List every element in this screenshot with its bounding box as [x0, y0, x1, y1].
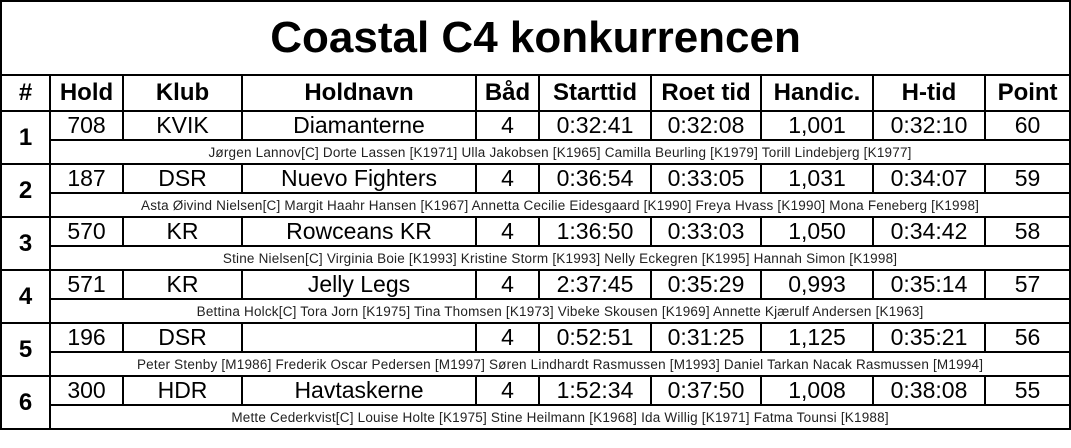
h-tid-cell: 0:35:14 [872, 269, 986, 300]
baad-cell: 4 [475, 375, 540, 406]
klub-cell: KVIK [122, 110, 243, 141]
header-row: # Hold Klub Holdnavn Båd Starttid Roet t… [0, 74, 1071, 112]
holdnavn-cell: Jelly Legs [241, 269, 477, 300]
table-row: 5 196 DSR 4 0:52:51 0:31:25 1,125 0:35:21 56 [0, 322, 1071, 377]
roet-tid-cell: 0:37:50 [650, 375, 762, 406]
crew-list: Jørgen Lannov[C] Dorte Lassen [K1971] Ul… [48, 139, 1071, 165]
point-cell: 56 [983, 322, 1071, 353]
crew-row: Jørgen Lannov[C] Dorte Lassen [K1971] Ul… [1, 139, 1071, 165]
point-cell: 60 [983, 110, 1071, 141]
roet-tid-cell: 0:33:03 [650, 216, 762, 247]
holdnavn-cell: Nuevo Fighters [241, 163, 477, 194]
handicap-cell: 1,125 [760, 322, 874, 353]
hold-cell: 708 [49, 110, 124, 141]
hold-cell: 570 [49, 216, 124, 247]
holdnavn-cell: Rowceans KR [241, 216, 477, 247]
handicap-cell: 1,008 [760, 375, 874, 406]
crew-row: Asta Øivind Nielsen[C] Margit Haahr Hans… [1, 192, 1071, 218]
holdnavn-cell [241, 322, 477, 353]
point-cell: 57 [983, 269, 1071, 300]
klub-cell: KR [122, 269, 243, 300]
header-hold: Hold [49, 74, 124, 112]
table-row: 6 300 HDR Havtaskerne 4 1:52:34 0:37:50 1,008 0:… [0, 375, 1071, 430]
roet-tid-cell: 0:35:29 [650, 269, 762, 300]
crew-list: Stine Nielsen[C] Virginia Boie [K1993] K… [48, 245, 1071, 271]
title-row: Coastal C4 konkurrencen [0, 0, 1071, 76]
point-cell: 55 [983, 375, 1071, 406]
header-roet-tid: Roet tid [650, 74, 762, 112]
page-title: Coastal C4 konkurrencen [0, 0, 1071, 76]
hold-cell: 187 [49, 163, 124, 194]
header-baad: Båd [475, 74, 540, 112]
header-holdnavn: Holdnavn [241, 74, 477, 112]
holdnavn-cell: Havtaskerne [241, 375, 477, 406]
hold-cell: 571 [49, 269, 124, 300]
starttid-cell: 1:36:50 [538, 216, 652, 247]
table-row: 2 187 DSR Nuevo Fighters 4 0:36:54 0:33:05 1,03… [0, 163, 1071, 218]
header-h-tid: H-tid [872, 74, 986, 112]
rank-cell: 2 [0, 163, 51, 218]
handicap-cell: 1,001 [760, 110, 874, 141]
baad-cell: 4 [475, 110, 540, 141]
roet-tid-cell: 0:33:05 [650, 163, 762, 194]
klub-cell: HDR [122, 375, 243, 406]
baad-cell: 4 [475, 269, 540, 300]
crew-list: Mette Cederkvist[C] Louise Holte [K1975]… [48, 404, 1071, 430]
header-rank: # [0, 74, 51, 112]
header-point: Point [983, 74, 1071, 112]
crew-row: Mette Cederkvist[C] Louise Holte [K1975]… [1, 404, 1071, 430]
h-tid-cell: 0:32:10 [872, 110, 986, 141]
handicap-cell: 0,993 [760, 269, 874, 300]
crew-list: Asta Øivind Nielsen[C] Margit Haahr Hans… [48, 192, 1071, 218]
point-cell: 58 [983, 216, 1071, 247]
results-table: Coastal C4 konkurrencen # Hold Klub Hold… [0, 0, 1071, 430]
crew-list: Peter Stenby [M1986] Frederik Oscar Pede… [48, 351, 1071, 377]
starttid-cell: 0:32:41 [538, 110, 652, 141]
header-starttid: Starttid [538, 74, 652, 112]
table-row: 3 570 KR Rowceans KR 4 1:36:50 0:33:03 1,050 0:3… [0, 216, 1071, 271]
rank-cell: 5 [0, 322, 51, 377]
roet-tid-cell: 0:32:08 [650, 110, 762, 141]
h-tid-cell: 0:38:08 [872, 375, 986, 406]
handicap-cell: 1,050 [760, 216, 874, 247]
crew-row: Peter Stenby [M1986] Frederik Oscar Pede… [1, 351, 1071, 377]
h-tid-cell: 0:35:21 [872, 322, 986, 353]
roet-tid-cell: 0:31:25 [650, 322, 762, 353]
rank-cell: 1 [0, 110, 51, 165]
header-handicap: Handic. [760, 74, 874, 112]
baad-cell: 4 [475, 216, 540, 247]
crew-row: Stine Nielsen[C] Virginia Boie [K1993] K… [1, 245, 1071, 271]
crew-row: Bettina Holck[C] Tora Jorn [K1975] Tina … [1, 298, 1071, 324]
table-row: 4 571 KR Jelly Legs 4 2:37:45 0:35:29 0,993 0:35… [0, 269, 1071, 324]
table-row: 1 708 KVIK Diamanterne 4 0:32:41 0:32:08 1,001 0… [0, 110, 1071, 165]
starttid-cell: 0:52:51 [538, 322, 652, 353]
h-tid-cell: 0:34:07 [872, 163, 986, 194]
klub-cell: DSR [122, 322, 243, 353]
rank-cell: 6 [0, 375, 51, 430]
klub-cell: KR [122, 216, 243, 247]
starttid-cell: 0:36:54 [538, 163, 652, 194]
h-tid-cell: 0:34:42 [872, 216, 986, 247]
handicap-cell: 1,031 [760, 163, 874, 194]
baad-cell: 4 [475, 163, 540, 194]
crew-list: Bettina Holck[C] Tora Jorn [K1975] Tina … [48, 298, 1071, 324]
starttid-cell: 1:52:34 [538, 375, 652, 406]
baad-cell: 4 [475, 322, 540, 353]
holdnavn-cell: Diamanterne [241, 110, 477, 141]
rank-cell: 3 [0, 216, 51, 271]
rank-cell: 4 [0, 269, 51, 324]
point-cell: 59 [983, 163, 1071, 194]
hold-cell: 300 [49, 375, 124, 406]
klub-cell: DSR [122, 163, 243, 194]
starttid-cell: 2:37:45 [538, 269, 652, 300]
header-klub: Klub [122, 74, 243, 112]
hold-cell: 196 [49, 322, 124, 353]
